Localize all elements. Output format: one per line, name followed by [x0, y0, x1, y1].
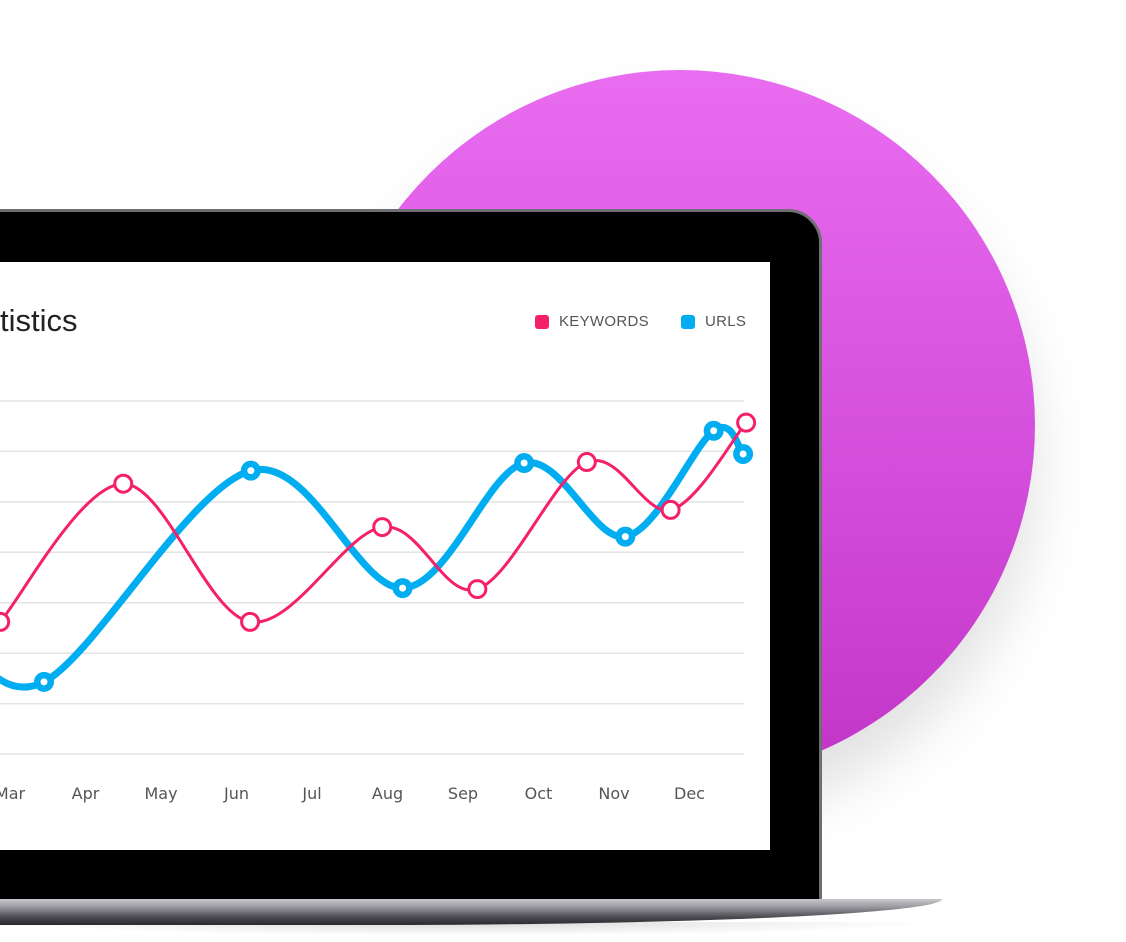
data-point-keywords[interactable]: [113, 473, 134, 494]
laptop-screen: [0, 262, 770, 850]
legend-urls[interactable]: URLS: [681, 313, 746, 330]
x-tick-label: Apr: [72, 784, 100, 803]
data-point-center: [247, 467, 255, 475]
data-point-center: [40, 678, 48, 686]
x-tick-label: Dec: [674, 784, 705, 803]
x-tick-label: Mar: [0, 784, 26, 803]
data-point-keywords[interactable]: [660, 499, 681, 520]
series-line-urls: [0, 424, 747, 691]
legend-label: KEYWORDS: [559, 313, 649, 330]
legend-label: URLS: [705, 313, 747, 330]
data-point-keywords[interactable]: [240, 611, 261, 632]
data-point-keywords[interactable]: [467, 579, 488, 600]
data-point-center: [399, 584, 407, 592]
data-point-center: [710, 427, 718, 435]
laptop-base-shadow: [0, 922, 940, 936]
data-point-keywords[interactable]: [736, 412, 757, 433]
legend-swatch-urls: [681, 314, 695, 329]
data-point-center: [520, 459, 528, 467]
data-point-keywords[interactable]: [372, 517, 393, 538]
x-tick-label: Aug: [372, 784, 403, 803]
x-tick-label: Jul: [301, 784, 321, 803]
data-point-keywords[interactable]: [0, 611, 11, 632]
data-point-center: [621, 533, 629, 541]
x-tick-label: Jun: [223, 784, 249, 803]
data-point-center: [739, 450, 747, 458]
legend-swatch-keywords: [535, 314, 549, 329]
x-tick-label: Oct: [525, 784, 553, 803]
x-tick-label: May: [144, 784, 177, 803]
series-line-keywords: [0, 421, 748, 624]
legend-keywords[interactable]: KEYWORDS: [535, 313, 649, 330]
data-point-keywords[interactable]: [576, 452, 597, 473]
chart-title: tistics: [0, 303, 78, 338]
x-tick-label: Nov: [598, 784, 629, 803]
x-tick-label: Sep: [448, 784, 478, 803]
